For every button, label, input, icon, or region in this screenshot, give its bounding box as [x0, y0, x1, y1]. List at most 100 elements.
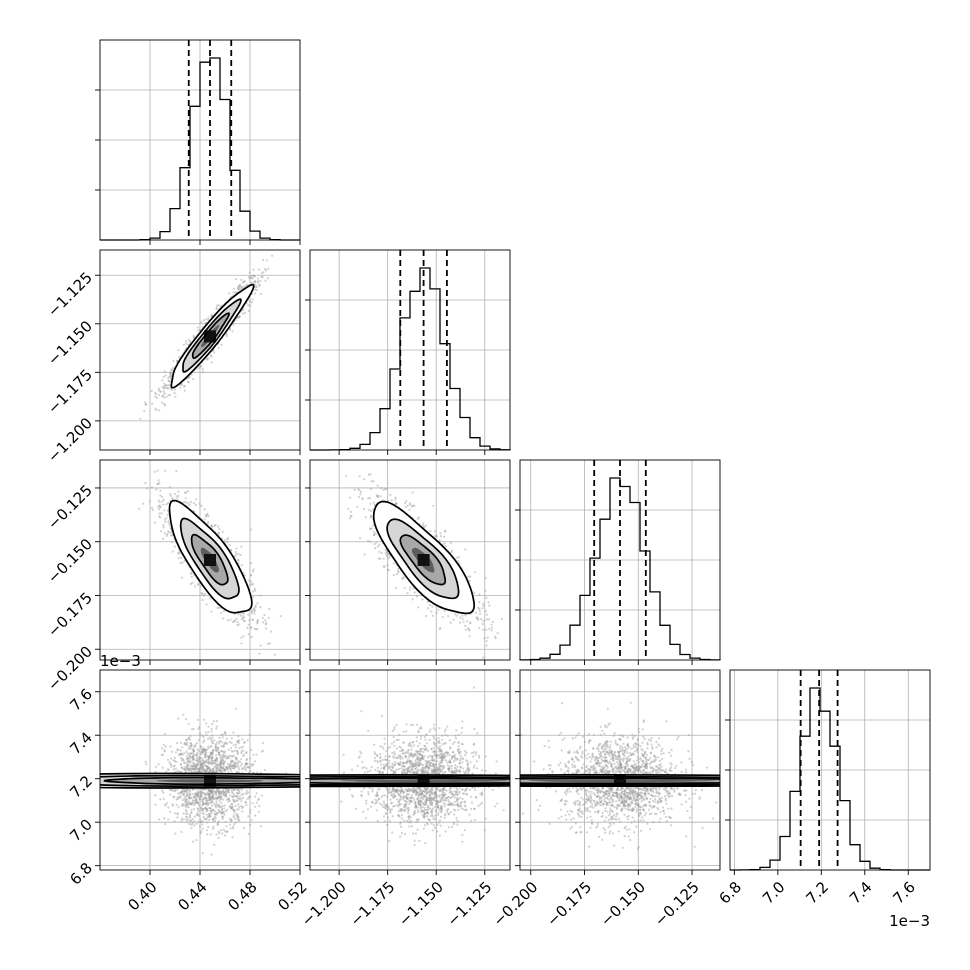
sample-point [205, 515, 208, 518]
sample-point [253, 607, 256, 610]
sample-point [163, 386, 166, 389]
sample-point [485, 618, 489, 621]
sample-point [409, 502, 412, 505]
sample-point [347, 507, 350, 510]
sample-point [165, 387, 168, 390]
sample-point [439, 532, 442, 535]
sample-point [413, 504, 416, 507]
density-peak [204, 330, 216, 343]
sample-point [237, 553, 240, 556]
sample-point [481, 622, 484, 626]
sample-point [205, 357, 209, 360]
sample-point [168, 384, 171, 387]
sample-point [490, 629, 493, 632]
sample-point [464, 628, 467, 631]
sample-point [387, 557, 390, 560]
sample-point [167, 530, 170, 533]
sample-point [180, 556, 183, 560]
sample-point [253, 292, 257, 295]
sample-point [167, 377, 170, 380]
sample-point [163, 532, 166, 535]
sample-point [198, 329, 202, 332]
sample-point [413, 591, 416, 594]
sample-point [253, 627, 256, 630]
sample-point [217, 532, 220, 535]
sample-point [157, 479, 160, 482]
sample-point [144, 481, 147, 485]
sample-point [417, 606, 420, 609]
sample-point [187, 490, 190, 493]
sample-point [240, 642, 243, 645]
sample-point [157, 387, 161, 390]
sample-point [167, 387, 170, 390]
histogram-panel-3 [725, 669, 931, 875]
sample-point [484, 577, 487, 580]
sample-point [369, 473, 372, 476]
sample-point [158, 505, 161, 508]
sample-point [252, 280, 256, 284]
sample-point [196, 326, 199, 329]
sample-point [256, 277, 260, 280]
sample-point [253, 587, 256, 590]
sample-point [228, 292, 231, 295]
sample-point [176, 552, 179, 555]
sample-point [382, 557, 385, 560]
sample-point [252, 274, 255, 277]
sample-point [374, 532, 377, 535]
sample-point [159, 506, 162, 509]
sample-point [243, 311, 246, 314]
sample-point [250, 635, 253, 639]
sample-point [242, 612, 245, 615]
sample-point [165, 384, 168, 387]
contour-line-1 [182, 298, 242, 373]
sample-point [250, 301, 253, 304]
sample-point [474, 611, 477, 614]
sample-point [367, 508, 370, 511]
sample-point [200, 364, 203, 367]
sample-point [428, 603, 432, 607]
sample-point [248, 579, 251, 582]
sample-point [251, 610, 254, 613]
sample-point [166, 509, 169, 512]
sample-point [388, 555, 391, 558]
sample-point [256, 621, 259, 624]
sample-point [394, 502, 397, 505]
sample-point [429, 530, 432, 533]
sample-point [156, 483, 159, 486]
sample-point [240, 278, 243, 281]
sample-point [162, 498, 165, 501]
sample-point [204, 592, 207, 595]
sample-point [267, 616, 270, 620]
sample-point [179, 561, 182, 565]
sample-point [434, 534, 437, 537]
sample-point [252, 274, 255, 277]
sample-point [200, 321, 203, 324]
sample-point [167, 379, 170, 382]
sample-point [242, 612, 245, 615]
panel-content [100, 460, 300, 660]
sample-point [240, 286, 243, 289]
sample-point [159, 390, 162, 393]
sample-point [146, 487, 149, 490]
sample-point [167, 520, 170, 523]
sample-point [220, 343, 223, 346]
sample-point [243, 620, 246, 623]
sample-point [191, 581, 194, 584]
sample-point [188, 376, 191, 379]
sample-point [454, 613, 457, 616]
sample-point [264, 619, 267, 622]
sample-point [468, 629, 471, 632]
sample-point [166, 384, 169, 387]
sample-point [449, 621, 452, 625]
sample-point [210, 610, 213, 613]
sample-point [230, 549, 233, 552]
sample-point [270, 630, 273, 633]
sample-point [161, 379, 164, 382]
sample-point [432, 504, 435, 507]
sample-point [217, 304, 220, 307]
sample-point [434, 535, 437, 538]
sample-point [184, 340, 188, 343]
sample-point [237, 287, 240, 290]
sample-point [162, 390, 165, 393]
